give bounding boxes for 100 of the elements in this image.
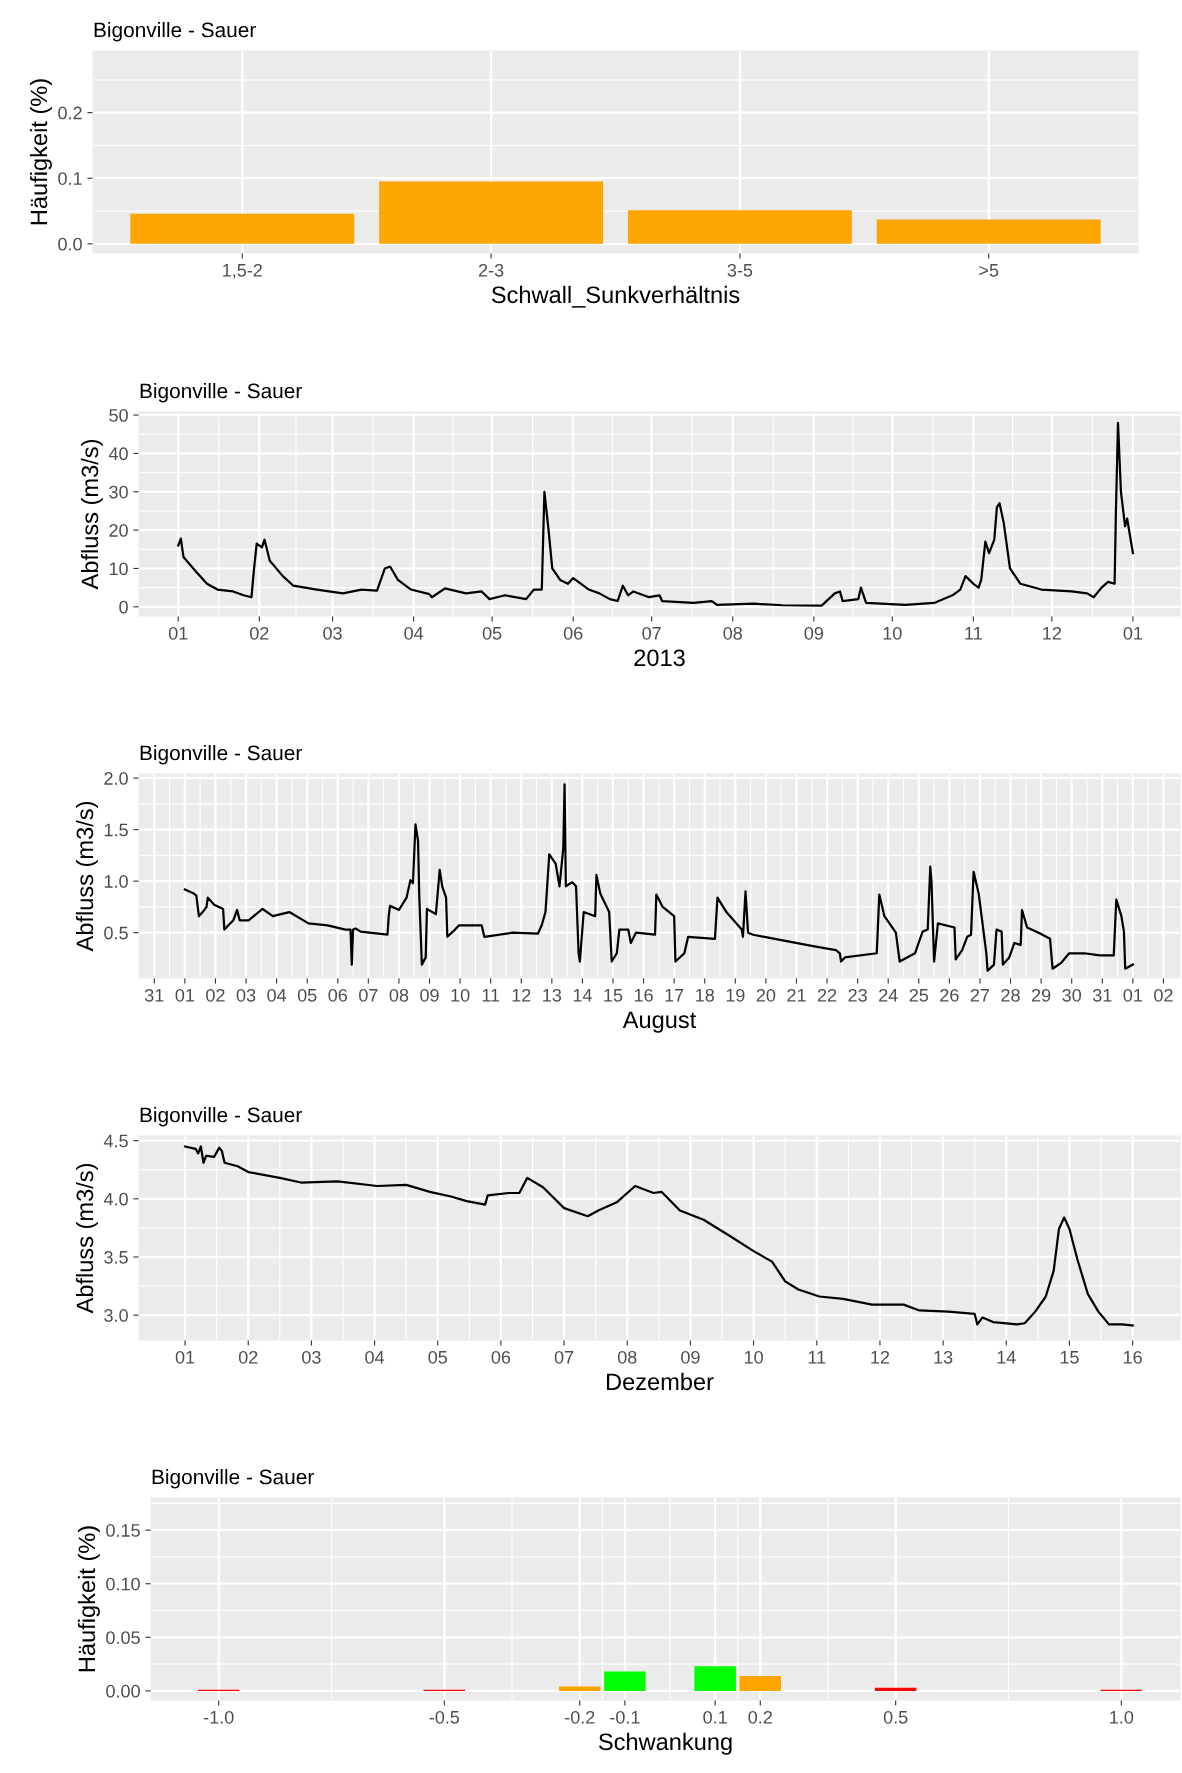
x-tick-label: 28	[1001, 988, 1020, 1002]
x-tick-label: 05	[428, 1350, 448, 1364]
x-tick-label: 06	[491, 1350, 511, 1364]
x-tick-label: >5	[979, 264, 999, 277]
x-tick-label: 07	[359, 988, 378, 1002]
x-tick-label: 10	[451, 988, 470, 1002]
x-axis-title: August	[622, 1011, 697, 1033]
chart-title: Bigonville - Sauer	[152, 1469, 314, 1489]
x-tick-label: 21	[787, 988, 806, 1002]
x-tick-label: 15	[604, 989, 623, 1002]
y-tick-label: 30	[109, 485, 128, 499]
y-tick-label: 40	[108, 447, 128, 461]
y-axis-title: Abfluss (m3/s)	[80, 440, 103, 590]
x-tick-label: 05	[297, 988, 317, 1002]
bar	[876, 219, 1101, 244]
x-tick-label: 25	[909, 988, 929, 1002]
x-tick-label: 12	[512, 988, 531, 1002]
x-tick-label: 2-3	[478, 263, 504, 277]
x-tick-label: 0.1	[703, 1710, 727, 1724]
x-tick-label: 09	[420, 988, 439, 1002]
bar	[627, 210, 852, 244]
x-tick-label: 08	[723, 626, 742, 640]
x-tick-label: 01	[1123, 626, 1143, 640]
x-tick-label: -1.0	[203, 1710, 234, 1724]
bar	[379, 181, 604, 244]
y-tick-label: 1.5	[104, 823, 128, 837]
y-tick-label: 0.0	[58, 237, 82, 251]
x-tick-label: 01	[175, 988, 195, 1002]
x-tick-label: 11	[965, 627, 982, 640]
x-tick-label: -0.5	[429, 1710, 460, 1724]
line-series	[183, 1145, 1134, 1327]
x-tick-label: 14	[573, 989, 592, 1002]
x-tick-label: 06	[328, 988, 348, 1002]
x-tick-label: 04	[267, 988, 287, 1002]
line-series	[177, 421, 1135, 607]
y-tick-label: 0	[119, 600, 128, 614]
x-tick-label: 02	[1154, 988, 1173, 1002]
y-axis-title: Abfluss (m3/s)	[75, 802, 98, 952]
x-tick-label: 19	[726, 988, 745, 1002]
x-tick-label: 07	[554, 1350, 574, 1364]
x-axis-title: Schwankung	[598, 1732, 732, 1755]
x-tick-label: 06	[563, 626, 583, 640]
x-tick-label: 09	[681, 1350, 700, 1364]
x-tick-label: 16	[1123, 1350, 1142, 1364]
x-tick-label: 03	[236, 988, 256, 1002]
y-tick-label: 10	[109, 562, 128, 576]
y-tick-label: 0.1	[58, 172, 82, 185]
y-axis-title: Abfluss (m3/s)	[75, 1164, 98, 1314]
x-tick-label: 08	[389, 988, 409, 1002]
x-tick-label: 03	[302, 1350, 321, 1364]
x-tick-label: 1,5-2	[223, 263, 262, 279]
y-axis-title: Häufigkeit (%)	[29, 79, 52, 225]
x-tick-label: 11	[482, 989, 500, 1002]
x-axis-title: Dezember	[606, 1372, 714, 1391]
x-tick-label: 29	[1031, 988, 1051, 1002]
x-tick-label: 30	[1062, 988, 1082, 1002]
x-tick-label: 31	[1092, 988, 1112, 1002]
chart-title: Bigonville - Sauer	[94, 22, 256, 42]
x-tick-label: 13	[934, 1350, 953, 1364]
y-tick-label: 4.0	[103, 1192, 128, 1206]
y-tick-label: 0.00	[106, 1684, 140, 1698]
y-tick-label: 0.15	[106, 1524, 140, 1537]
line-series	[183, 783, 1134, 972]
x-tick-label: -0.2	[565, 1710, 595, 1724]
x-tick-label: 17	[665, 989, 684, 1002]
x-tick-label: 14	[997, 1351, 1016, 1364]
x-axis-title: Schwall_Sunkverhältnis	[491, 285, 740, 308]
y-tick-label: 2.0	[104, 772, 128, 785]
x-tick-label: 04	[365, 1350, 385, 1364]
bar	[604, 1671, 646, 1691]
x-tick-label: 12	[1043, 626, 1061, 640]
chart-title: Bigonville - Sauer	[140, 745, 302, 765]
bar	[694, 1666, 736, 1691]
x-tick-label: 01	[168, 626, 188, 640]
y-tick-label: 20	[109, 524, 128, 537]
x-axis-title: 2013	[634, 649, 685, 667]
bar	[130, 213, 355, 244]
x-tick-label: 27	[970, 988, 990, 1002]
x-tick-label: 1.0	[1110, 1710, 1134, 1724]
x-tick-label: -0.1	[610, 1710, 640, 1724]
x-tick-label: 3-5	[727, 263, 753, 277]
x-tick-label: 0.5	[883, 1710, 908, 1724]
y-tick-label: 50	[109, 409, 128, 422]
x-tick-label: 03	[323, 626, 342, 640]
y-axis-title: Häufigkeit (%)	[77, 1526, 100, 1672]
x-tick-label: 08	[617, 1350, 637, 1364]
x-tick-label: 11	[808, 1351, 826, 1364]
y-tick-label: 3.5	[104, 1250, 128, 1264]
y-tick-label: 1.0	[104, 875, 128, 888]
x-tick-label: 26	[940, 988, 959, 1002]
x-tick-label: 02	[206, 988, 225, 1002]
y-tick-label: 0.5	[104, 926, 128, 940]
x-tick-label: 12	[871, 1350, 890, 1364]
y-tick-label: 3.0	[104, 1309, 128, 1322]
x-tick-label: 10	[883, 626, 902, 640]
x-tick-label: 18	[696, 988, 714, 1002]
x-tick-label: 23	[848, 988, 867, 1002]
x-tick-label: 02	[238, 1350, 258, 1364]
x-tick-label: 01	[1123, 988, 1143, 1002]
x-tick-label: 10	[744, 1350, 763, 1364]
